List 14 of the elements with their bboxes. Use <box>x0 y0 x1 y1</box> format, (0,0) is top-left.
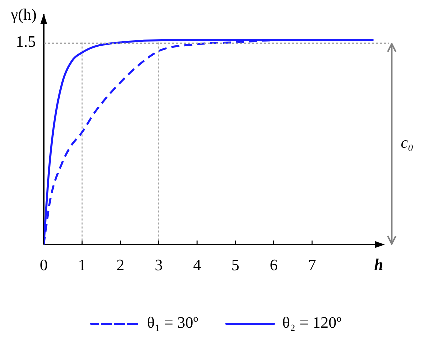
x-axis-title: h <box>374 256 384 274</box>
text: c₀ <box>401 134 414 152</box>
x-tick-label: 7 <box>308 258 316 275</box>
y-axis-title: γ(h) <box>10 7 37 24</box>
text: 1.5 <box>16 34 36 51</box>
x-tick-label: 6 <box>270 258 278 275</box>
x-tick-label: 5 <box>232 258 240 275</box>
x-tick-label: 3 <box>155 258 163 275</box>
x-tick-label: 4 <box>193 258 202 275</box>
x-tick-label: 2 <box>116 258 125 275</box>
x-tick-label: 1 <box>78 258 86 275</box>
x-tick-label: 0 <box>40 258 48 275</box>
legend-label: θ₂ = 120º <box>282 315 342 332</box>
legend-label: θ₁ = 30º <box>147 315 199 332</box>
